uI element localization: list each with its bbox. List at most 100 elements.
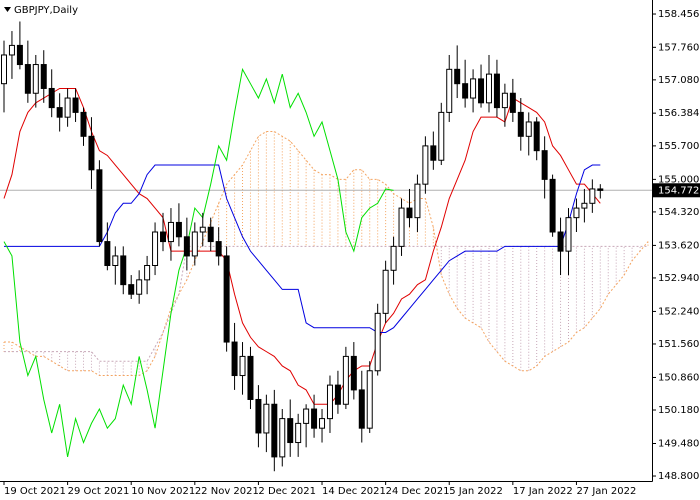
candle-body bbox=[239, 355, 246, 377]
x-tick-label: 29 Oct 2021 bbox=[68, 486, 130, 497]
x-tick-label: 27 Jan 2022 bbox=[576, 486, 636, 497]
candle-body bbox=[263, 403, 270, 434]
candle-body bbox=[406, 207, 413, 219]
candle-body bbox=[32, 64, 39, 94]
candle-body bbox=[207, 226, 214, 243]
candle-body bbox=[319, 418, 326, 429]
y-tick-label: 152.940 bbox=[658, 273, 699, 284]
candle-body bbox=[478, 78, 485, 104]
candle-body bbox=[581, 202, 588, 209]
candle-body bbox=[271, 403, 278, 458]
candle-body bbox=[247, 355, 254, 400]
candle-body bbox=[422, 145, 429, 185]
candle-body bbox=[152, 231, 159, 266]
candle-body bbox=[374, 312, 381, 372]
chart-title: GBPJPY,Daily bbox=[14, 5, 78, 16]
candle-body bbox=[8, 44, 15, 56]
candle-body bbox=[565, 217, 572, 252]
x-tick-label: 19 Oct 2021 bbox=[4, 486, 66, 497]
candle-body bbox=[64, 97, 71, 118]
candle-body bbox=[342, 355, 349, 405]
y-tick-label: 155.000 bbox=[658, 174, 699, 185]
candle-body bbox=[533, 121, 540, 152]
y-tick-label: 154.320 bbox=[658, 207, 699, 218]
candle-body bbox=[454, 68, 461, 85]
x-tick-label: 2 Dec 2021 bbox=[258, 486, 316, 497]
candle-body bbox=[279, 418, 286, 458]
cloud-span-a bbox=[4, 131, 649, 377]
candle-body bbox=[191, 231, 198, 257]
candle-body bbox=[128, 284, 135, 295]
candle-body bbox=[16, 44, 23, 66]
candle-body bbox=[509, 92, 516, 113]
y-tick-label: 149.480 bbox=[658, 438, 699, 449]
candle-body bbox=[96, 169, 103, 243]
candle-body bbox=[549, 178, 556, 233]
candle-body bbox=[160, 231, 167, 243]
x-tick-label: 17 Jan 2022 bbox=[513, 486, 573, 497]
candle-body bbox=[56, 107, 63, 118]
candle-body bbox=[120, 255, 127, 286]
candle-body bbox=[414, 183, 421, 219]
candle-body bbox=[48, 87, 55, 109]
candle-body bbox=[334, 384, 341, 405]
candle-body bbox=[303, 408, 310, 424]
candle-body bbox=[1, 54, 7, 85]
indicator-line bbox=[4, 164, 601, 333]
y-tick-label: 156.384 bbox=[658, 108, 699, 119]
candle-body bbox=[287, 418, 294, 444]
y-tick-label: 157.080 bbox=[658, 75, 699, 86]
candle-body bbox=[326, 384, 333, 420]
indicator-line bbox=[3, 87, 601, 405]
candle-body bbox=[231, 341, 238, 377]
y-tick-label: 150.860 bbox=[658, 372, 699, 383]
candle-body bbox=[501, 92, 508, 109]
y-tick-label: 148.800 bbox=[658, 471, 699, 482]
y-tick-label: 151.560 bbox=[658, 339, 699, 350]
x-tick-label: 24 Dec 2021 bbox=[386, 486, 450, 497]
candle-body bbox=[104, 241, 111, 266]
candle-body bbox=[485, 73, 492, 104]
candle-body bbox=[557, 231, 564, 252]
candle-body bbox=[350, 355, 357, 391]
candle-body bbox=[517, 111, 524, 137]
candle-body bbox=[112, 255, 119, 266]
x-tick-label: 14 Dec 2021 bbox=[322, 486, 386, 497]
y-tick-label: 153.620 bbox=[658, 240, 699, 251]
candle-body bbox=[136, 279, 143, 295]
candle-body bbox=[597, 188, 604, 191]
candle-body bbox=[199, 226, 206, 233]
candle-body bbox=[311, 408, 318, 429]
candle-body bbox=[80, 111, 87, 137]
candle-body bbox=[430, 145, 437, 161]
candle-body bbox=[144, 264, 151, 281]
candle-body bbox=[183, 236, 190, 257]
x-tick-label: 5 Jan 2022 bbox=[449, 486, 503, 497]
candle-body bbox=[223, 255, 230, 343]
candle-body bbox=[72, 97, 79, 113]
candle-body bbox=[175, 221, 182, 238]
price-label-box bbox=[653, 183, 700, 198]
candle-body bbox=[462, 83, 469, 99]
x-tick-label: 10 Nov 2021 bbox=[131, 486, 195, 497]
candle-body bbox=[24, 64, 31, 94]
indicator-line bbox=[3, 67, 394, 457]
candle-body bbox=[493, 73, 500, 109]
candle-body bbox=[167, 221, 174, 243]
y-tick-label: 152.240 bbox=[658, 306, 699, 317]
y-tick-label: 158.456 bbox=[658, 9, 699, 20]
candle-body bbox=[525, 121, 532, 137]
candle-body bbox=[398, 207, 405, 247]
candle-body bbox=[215, 241, 222, 257]
y-tick-label: 155.700 bbox=[658, 141, 699, 152]
symbol-menu-arrow[interactable] bbox=[4, 7, 11, 12]
price-label: 154.772 bbox=[658, 185, 699, 196]
candle-body bbox=[541, 150, 548, 180]
x-tick-label: 22 Nov 2021 bbox=[195, 486, 259, 497]
candle-body bbox=[255, 398, 262, 434]
candle-body bbox=[470, 78, 477, 99]
candle-body bbox=[40, 64, 47, 89]
candle-body bbox=[358, 389, 365, 429]
